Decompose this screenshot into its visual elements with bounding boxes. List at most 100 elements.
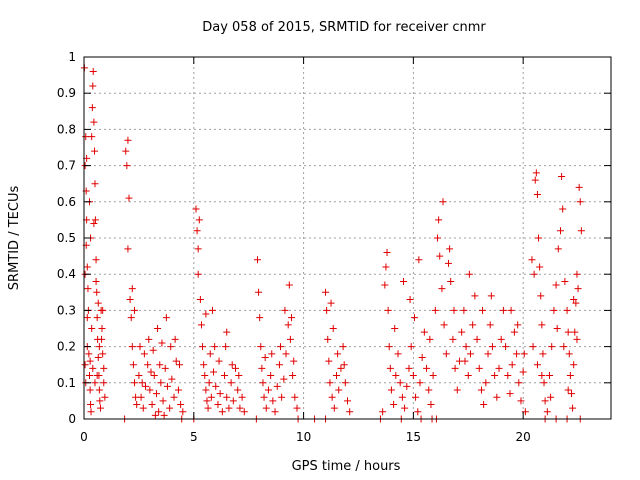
data-point — [546, 372, 554, 380]
data-point — [128, 285, 136, 293]
data-point — [564, 386, 572, 394]
data-point — [415, 256, 423, 264]
data-point — [451, 364, 459, 372]
data-point — [425, 386, 433, 394]
data-point — [550, 306, 558, 314]
data-point — [150, 372, 158, 380]
data-point — [81, 361, 89, 369]
x-tick-label: 20 — [516, 430, 531, 444]
x-tick-label: 10 — [296, 430, 311, 444]
data-point — [504, 372, 512, 380]
data-point — [95, 386, 103, 394]
y-tick-label: 0.6 — [57, 195, 76, 209]
data-point — [144, 361, 152, 369]
data-point — [208, 306, 216, 314]
data-point — [434, 234, 442, 242]
y-tick-label: 0.4 — [57, 267, 76, 281]
data-point — [124, 136, 132, 144]
data-point — [234, 386, 242, 394]
data-point — [493, 393, 501, 401]
data-point — [95, 343, 103, 351]
data-point — [547, 393, 555, 401]
data-point — [288, 314, 296, 322]
data-point — [83, 314, 91, 322]
data-point — [328, 393, 336, 401]
data-point — [471, 292, 479, 300]
data-point — [445, 259, 453, 267]
data-point — [87, 408, 95, 416]
data-point — [202, 310, 210, 318]
x-tick-label: 5 — [190, 430, 198, 444]
data-point — [214, 401, 222, 409]
data-point — [520, 350, 528, 358]
data-point — [280, 375, 288, 383]
data-point — [123, 162, 131, 170]
data-point — [129, 361, 137, 369]
data-point — [566, 372, 574, 380]
data-point — [384, 306, 392, 314]
data-point — [92, 277, 100, 285]
data-point — [170, 393, 178, 401]
data-point — [330, 404, 338, 412]
data-point — [126, 296, 134, 304]
data-point — [262, 404, 270, 412]
data-point — [89, 67, 97, 75]
y-axis-ticks: 0 0.1 0.2 0.3 0.4 0.5 0.6 0.7 0.8 0.9 1 — [57, 50, 611, 426]
data-point — [429, 372, 437, 380]
data-point — [435, 216, 443, 224]
data-point — [268, 350, 276, 358]
data-point — [200, 361, 208, 369]
data-point — [128, 343, 136, 351]
y-tick-label: 0.1 — [57, 376, 76, 390]
data-point — [85, 350, 93, 358]
data-point — [98, 335, 106, 343]
data-point — [145, 335, 153, 343]
data-point — [90, 220, 98, 228]
data-point — [240, 408, 248, 416]
data-point — [575, 183, 583, 191]
data-point — [533, 361, 541, 369]
data-point — [482, 379, 490, 387]
data-point — [341, 379, 349, 387]
data-point — [278, 393, 286, 401]
data-point — [521, 408, 529, 416]
data-point — [326, 379, 334, 387]
data-point — [475, 364, 483, 372]
data-point — [573, 270, 581, 278]
data-point — [215, 357, 223, 365]
data-point — [227, 379, 235, 387]
data-point — [473, 335, 481, 343]
data-point — [574, 285, 582, 293]
x-tick-label: 15 — [406, 430, 421, 444]
data-point — [541, 397, 549, 405]
data-point — [229, 397, 237, 405]
data-point — [156, 361, 164, 369]
data-point — [396, 379, 404, 387]
data-point — [88, 133, 96, 141]
data-point — [398, 393, 406, 401]
y-tick-label: 0.5 — [57, 231, 76, 245]
data-point — [464, 372, 472, 380]
data-point — [202, 386, 210, 394]
data-point — [570, 296, 578, 304]
data-point — [196, 296, 204, 304]
data-point — [410, 314, 418, 322]
data-point — [199, 343, 207, 351]
data-point — [204, 404, 212, 412]
data-point — [339, 343, 347, 351]
data-point — [221, 372, 229, 380]
data-point — [403, 382, 411, 390]
data-point — [282, 350, 290, 358]
data-point — [93, 372, 101, 380]
data-point — [554, 245, 562, 253]
data-point — [149, 346, 157, 354]
data-point — [98, 325, 106, 332]
data-point — [267, 372, 275, 380]
data-point — [543, 408, 551, 416]
data-point — [257, 343, 265, 351]
data-point — [563, 306, 571, 314]
data-point — [139, 404, 147, 412]
data-point — [131, 379, 139, 387]
y-tick-label: 0.3 — [57, 303, 76, 317]
data-point — [442, 350, 450, 358]
